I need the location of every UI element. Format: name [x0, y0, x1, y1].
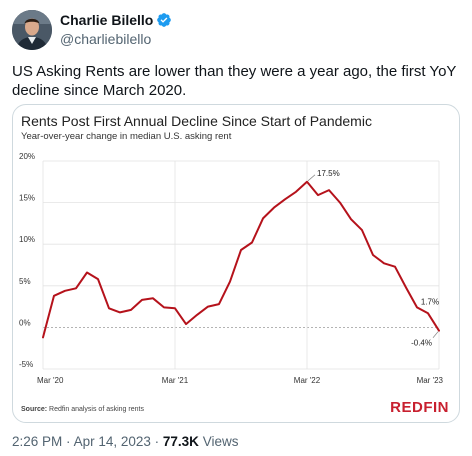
redfin-logo: REDFIN — [390, 399, 449, 416]
y-tick-label: 5% — [19, 277, 31, 286]
views-label: Views — [202, 434, 239, 449]
x-tick-label: Mar '20 — [37, 376, 64, 385]
author-handle[interactable]: @charliebilello — [60, 31, 152, 47]
source-note: Source: Redfin analysis of asking rents — [21, 406, 144, 413]
y-tick-label: -5% — [19, 360, 33, 369]
chart-subtitle: Year-over-year change in median U.S. ask… — [21, 131, 232, 142]
annotation-peak-label: 17.5% — [317, 169, 340, 178]
y-tick-label: 20% — [19, 152, 35, 161]
chart-title: Rents Post First Annual Decline Since St… — [21, 113, 372, 129]
meta-separator: · — [66, 434, 71, 449]
y-tick-label: 10% — [19, 235, 35, 244]
x-tick-label: Mar '21 — [162, 376, 189, 385]
source-label: Source: — [21, 406, 48, 413]
views-count: 77.3K — [162, 434, 199, 449]
x-tick-label: Mar '22 — [294, 376, 321, 385]
tweet-date[interactable]: Apr 14, 2023 — [73, 434, 151, 449]
tweet-time[interactable]: 2:26 PM — [12, 434, 63, 449]
y-tick-label: 15% — [19, 194, 35, 203]
annotation-leader-line — [432, 331, 439, 338]
line-chart: -5% 0% 5% 10% 15% 20% Mar '20 Mar '21 Mar '22 Mar… — [19, 152, 444, 385]
avatar-image — [12, 10, 52, 50]
annotation-latest-label: -0.4% — [411, 339, 432, 348]
x-tick-label: Mar '23 — [417, 376, 444, 385]
meta-separator: · — [154, 434, 160, 449]
series-line-asking-rent-yoy — [42, 180, 440, 339]
annotation-leader-line — [307, 174, 316, 182]
verified-badge-icon — [157, 13, 172, 27]
author-name[interactable]: Charlie Bilello — [60, 12, 154, 28]
source-text: Redfin analysis of asking rents — [49, 406, 144, 413]
annotation-label: 1.7% — [421, 297, 439, 306]
chart-image-card[interactable]: -5% 0% 5% 10% 15% 20% Mar '20 Mar '21 Mar '22 Mar… — [12, 104, 460, 423]
avatar[interactable] — [12, 10, 52, 50]
y-tick-label: 0% — [19, 318, 31, 327]
author-name-row[interactable]: Charlie Bilello — [60, 12, 172, 28]
tweet-text: US Asking Rents are lower than they were… — [12, 63, 457, 99]
tweet-meta: 2:26 PM · Apr 14, 2023 · 77.3K Views — [12, 434, 238, 449]
